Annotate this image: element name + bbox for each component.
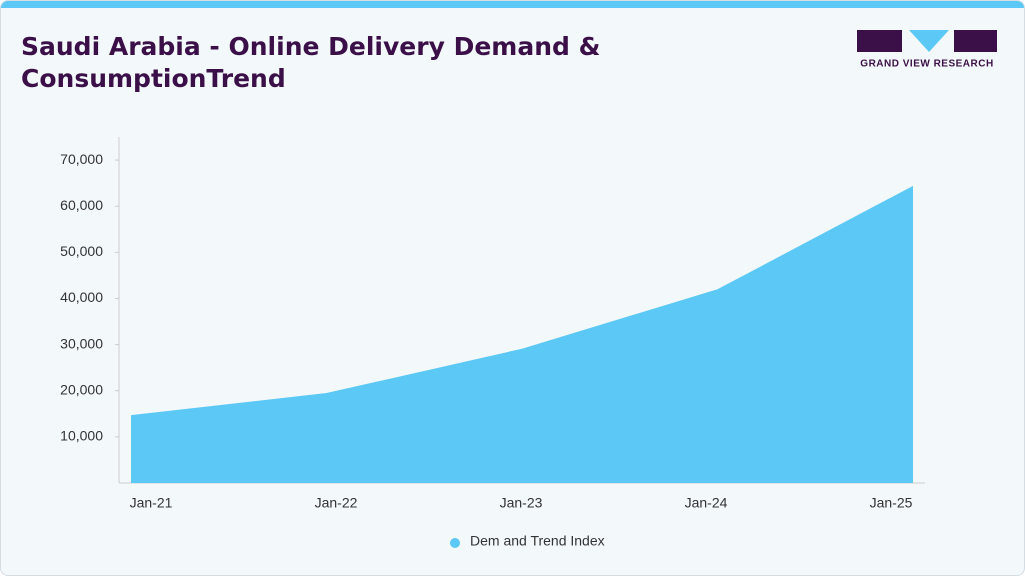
- y-tick-label: 70,000: [60, 151, 103, 167]
- y-tick-label: 40,000: [60, 289, 103, 305]
- x-tick-label: Jan-24: [685, 495, 728, 511]
- y-tick-label: 50,000: [60, 243, 103, 259]
- area: [131, 185, 913, 483]
- y-tick-label: 20,000: [60, 381, 103, 397]
- x-tick-label: Jan-21: [130, 495, 173, 511]
- y-tick-label: 60,000: [60, 197, 103, 213]
- x-tick-label: Jan-22: [315, 495, 358, 511]
- top-bar: [1, 1, 1024, 8]
- logo-block: [909, 30, 949, 52]
- logo-block: [857, 30, 902, 52]
- logo-block: [954, 30, 997, 52]
- y-tick-label: 30,000: [60, 335, 103, 351]
- x-tick-label: Jan-23: [500, 495, 543, 511]
- chart-title: Saudi Arabia - Online Delivery Demand & …: [21, 32, 601, 93]
- brand: GRAND VIEW RESEARCH: [860, 59, 993, 70]
- y-tick-label: 10,000: [60, 428, 103, 444]
- legend-label: Dem and Trend Index: [470, 533, 605, 549]
- logo: GRAND VIEW RESEARCH: [857, 30, 997, 70]
- legend-marker: [450, 538, 460, 548]
- x-tick-label: Jan-25: [870, 495, 913, 511]
